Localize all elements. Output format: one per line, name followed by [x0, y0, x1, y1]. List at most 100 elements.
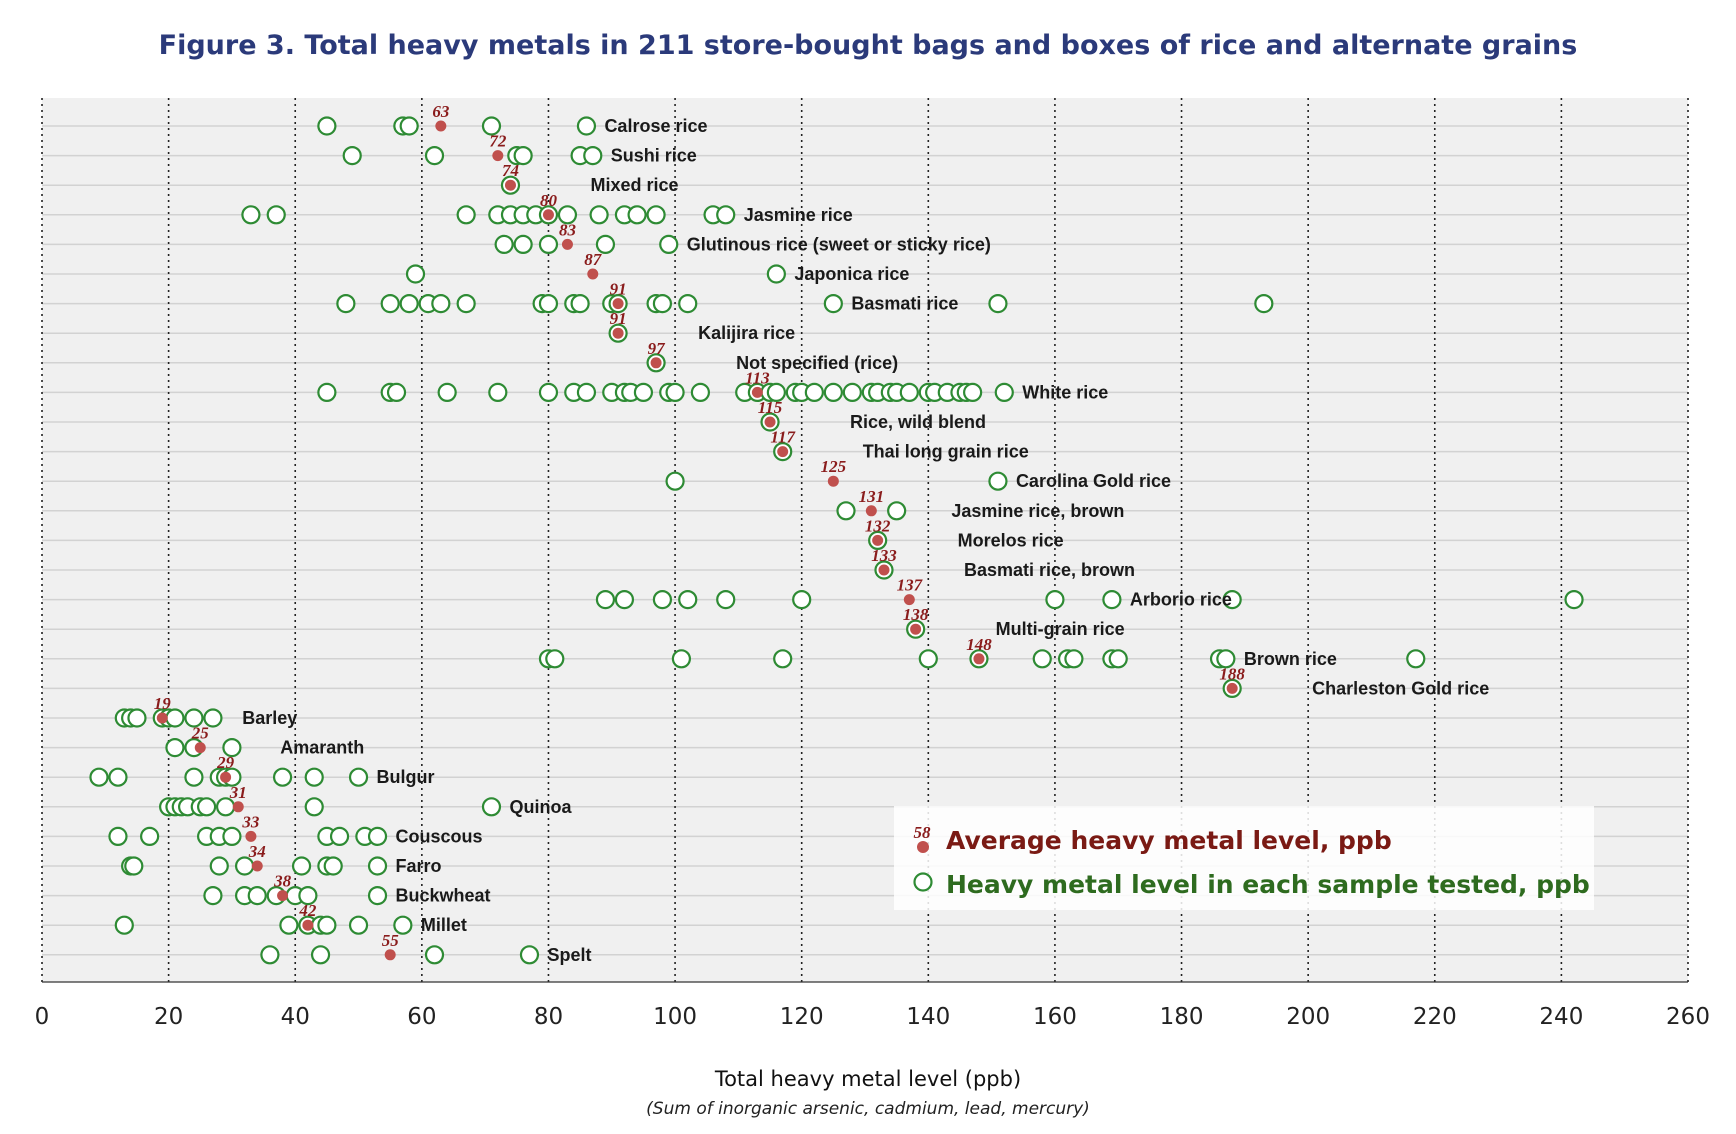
category-label: Jasmine rice: [744, 205, 853, 225]
sample-point: [209, 856, 229, 876]
sample-point: [557, 205, 578, 225]
sample-point: [348, 767, 369, 787]
average-value-label: 97: [648, 339, 667, 358]
legend-average-sample-value: 58: [914, 823, 932, 842]
average-value-label: 125: [821, 457, 847, 476]
sample-point: [823, 294, 843, 314]
average-point: [1226, 682, 1238, 694]
sample-point: [247, 885, 267, 906]
average-value-label: 38: [273, 872, 292, 891]
sample-point: [918, 649, 938, 669]
category-label: Rice, wild blend: [850, 412, 986, 432]
sample-point: [963, 382, 983, 402]
sample-point: [266, 205, 286, 225]
x-tick-label: 240: [1539, 1004, 1583, 1030]
category-label: Not specified (rice): [736, 353, 898, 373]
sample-point: [89, 767, 109, 787]
x-tick-label: 100: [653, 1004, 697, 1030]
sample-point: [665, 382, 685, 402]
average-point: [251, 860, 263, 872]
chart-title: Figure 3. Total heavy metals in 211 stor…: [159, 30, 1578, 61]
sample-point: [633, 382, 654, 402]
average-value-label: 137: [897, 576, 924, 595]
average-point: [194, 742, 206, 754]
category-label: Brown rice: [1244, 649, 1337, 669]
sample-point: [766, 382, 786, 402]
average-value-label: 138: [903, 605, 929, 624]
sample-point: [665, 471, 685, 491]
average-point: [777, 446, 789, 458]
x-axis-ticks: 0 20 40 60 80 100 120 140 160 180 200 220 240 260: [35, 981, 1710, 1030]
sample-point: [279, 915, 299, 935]
sample-point: [424, 146, 445, 166]
x-tick-label: 200: [1286, 1004, 1330, 1030]
average-point: [277, 890, 289, 902]
category-label: Couscous: [396, 826, 483, 846]
sample-point: [899, 382, 919, 402]
average-value-label: 91: [610, 309, 627, 328]
sample-point: [595, 234, 616, 254]
sample-point: [272, 767, 293, 787]
legend-sample-marker: [913, 872, 933, 892]
sample-point: [124, 856, 144, 876]
average-point: [764, 416, 776, 428]
sample-point: [291, 856, 312, 876]
sample-point: [393, 915, 413, 935]
sample-point: [1032, 649, 1052, 669]
average-point: [435, 120, 447, 132]
category-label: Morelos rice: [958, 530, 1064, 550]
sample-point: [165, 737, 185, 758]
average-value-label: 19: [154, 694, 172, 713]
average-value-label: 42: [298, 901, 317, 920]
sample-point: [456, 205, 476, 225]
sample-point: [222, 826, 242, 847]
sample-point: [329, 826, 350, 847]
sample-point: [184, 767, 204, 787]
sample-point: [1045, 589, 1065, 610]
average-value-label: 29: [216, 753, 235, 772]
average-point: [587, 268, 599, 280]
category-label: Calrose rice: [604, 116, 707, 136]
average-value-label: 80: [540, 191, 558, 210]
sample-point: [538, 234, 559, 254]
x-tick-label: 180: [1160, 1004, 1204, 1030]
sample-point: [405, 264, 426, 284]
sample-point: [570, 294, 590, 314]
sample-point: [1222, 589, 1242, 610]
average-value-label: 132: [865, 516, 891, 535]
average-value-label: 87: [584, 250, 603, 269]
average-value-label: 74: [502, 161, 519, 180]
average-point: [504, 179, 516, 191]
average-value-label: 148: [966, 635, 992, 654]
legend-sample-label: Heavy metal level in each sample tested,…: [946, 870, 1590, 899]
sample-point: [298, 885, 318, 906]
sample-point: [1564, 589, 1584, 610]
sample-point: [804, 382, 824, 402]
sample-point: [1216, 649, 1236, 669]
average-point: [542, 209, 554, 221]
x-tick-label: 220: [1413, 1004, 1457, 1030]
average-value-label: 115: [758, 398, 783, 417]
sample-point: [646, 205, 666, 225]
sample-point: [197, 797, 217, 817]
sample-point: [513, 234, 533, 254]
x-tick-label: 260: [1666, 1004, 1710, 1030]
legend: 58 Average heavy metal level, ppb Heavy …: [894, 806, 1594, 910]
sample-point: [424, 945, 445, 965]
average-value-label: 55: [382, 931, 400, 950]
sample-point: [494, 234, 514, 254]
average-point: [903, 594, 915, 606]
average-value-label: 72: [489, 132, 507, 151]
average-point: [612, 298, 624, 310]
sample-point: [342, 146, 362, 166]
sample-point: [481, 116, 502, 136]
average-point: [561, 238, 573, 250]
sample-point: [114, 915, 134, 935]
average-point: [865, 505, 877, 517]
average-value-label: 117: [770, 428, 796, 447]
sample-point: [823, 382, 843, 402]
sample-point: [437, 382, 457, 402]
average-value-label: 113: [745, 368, 770, 387]
category-label: Bulgur: [377, 767, 435, 787]
